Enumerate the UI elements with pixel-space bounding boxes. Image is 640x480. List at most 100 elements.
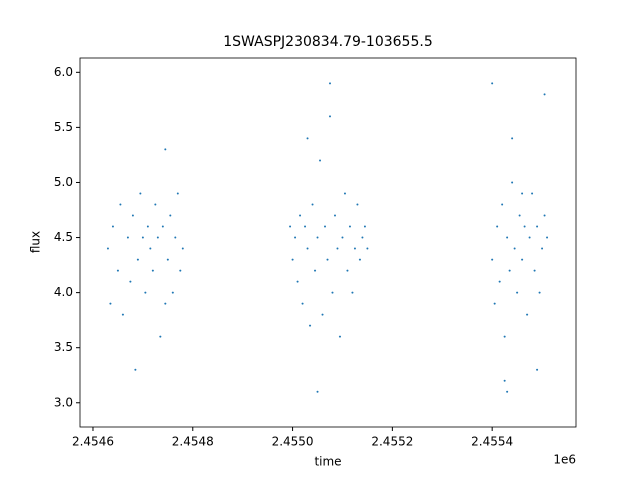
data-point (314, 269, 317, 272)
data-point (311, 203, 314, 206)
data-point (306, 247, 309, 250)
data-point (179, 269, 182, 272)
data-point (498, 280, 501, 283)
data-point (346, 269, 349, 272)
chart-title: 1SWASPJ230834.79-103655.5 (223, 34, 432, 50)
data-point (531, 192, 534, 195)
data-point (121, 313, 124, 316)
data-point (491, 258, 494, 261)
data-point (141, 236, 144, 239)
data-point (299, 214, 302, 217)
data-point (166, 258, 169, 261)
data-point (353, 247, 356, 250)
x-offset-label: 1e6 (553, 453, 576, 467)
data-point (324, 225, 327, 228)
data-point (491, 82, 494, 85)
data-point (533, 269, 536, 272)
data-point (331, 291, 334, 294)
x-axis-label: time (314, 455, 341, 469)
data-point (543, 93, 546, 96)
data-point (523, 225, 526, 228)
data-point (526, 313, 529, 316)
data-point (119, 203, 122, 206)
data-point (536, 225, 539, 228)
data-point (181, 247, 184, 250)
data-point (139, 192, 142, 195)
data-point (363, 225, 366, 228)
data-point (174, 236, 177, 239)
data-point (134, 368, 137, 371)
data-point (129, 280, 132, 283)
data-point (511, 137, 514, 140)
data-point (306, 137, 309, 140)
x-tick-label: 2.4548 (172, 435, 214, 449)
data-point (144, 291, 147, 294)
data-point (309, 324, 312, 327)
data-point (341, 236, 344, 239)
data-point (161, 225, 164, 228)
y-tick-label: 5.0 (54, 175, 73, 189)
data-point (356, 203, 359, 206)
y-tick-label: 3.0 (54, 395, 73, 409)
data-point (336, 247, 339, 250)
data-point (301, 302, 304, 305)
data-point (503, 379, 506, 382)
data-point (291, 258, 294, 261)
data-point (366, 247, 369, 250)
y-axis-label: flux (29, 231, 43, 253)
data-point (493, 302, 496, 305)
data-point (136, 258, 139, 261)
data-point (176, 192, 179, 195)
y-tick-label: 6.0 (54, 65, 73, 79)
data-point (289, 225, 292, 228)
data-point (541, 247, 544, 250)
data-point (169, 214, 172, 217)
data-point (348, 225, 351, 228)
data-point (328, 82, 331, 85)
data-point (338, 335, 341, 338)
data-point (106, 247, 109, 250)
data-point (164, 302, 167, 305)
data-point (511, 181, 514, 184)
data-point (126, 236, 129, 239)
data-point (516, 291, 519, 294)
data-point (501, 203, 504, 206)
data-point (496, 225, 499, 228)
data-point (294, 236, 297, 239)
data-point (536, 368, 539, 371)
x-tick-label: 2.4554 (471, 435, 513, 449)
data-point (328, 115, 331, 118)
data-point (111, 225, 114, 228)
data-point (159, 335, 162, 338)
y-tick-label: 5.5 (54, 120, 73, 134)
data-point (319, 159, 322, 162)
data-point (343, 192, 346, 195)
data-point (326, 258, 329, 261)
data-point (151, 269, 154, 272)
data-point (546, 236, 549, 239)
data-point (503, 335, 506, 338)
data-point (296, 280, 299, 283)
data-point (361, 236, 364, 239)
data-point (171, 291, 174, 294)
data-point (131, 214, 134, 217)
data-point (109, 302, 112, 305)
data-point (164, 148, 167, 151)
data-point (149, 247, 152, 250)
data-point (321, 313, 324, 316)
data-point (543, 214, 546, 217)
data-point (521, 258, 524, 261)
data-point (333, 214, 336, 217)
data-point (116, 269, 119, 272)
data-point (316, 390, 319, 393)
data-point (358, 258, 361, 261)
data-point (351, 291, 354, 294)
data-point (146, 225, 149, 228)
data-point (513, 247, 516, 250)
x-tick-label: 2.4550 (272, 435, 314, 449)
y-tick-label: 3.5 (54, 340, 73, 354)
data-point (538, 291, 541, 294)
data-point (316, 236, 319, 239)
data-point (528, 236, 531, 239)
